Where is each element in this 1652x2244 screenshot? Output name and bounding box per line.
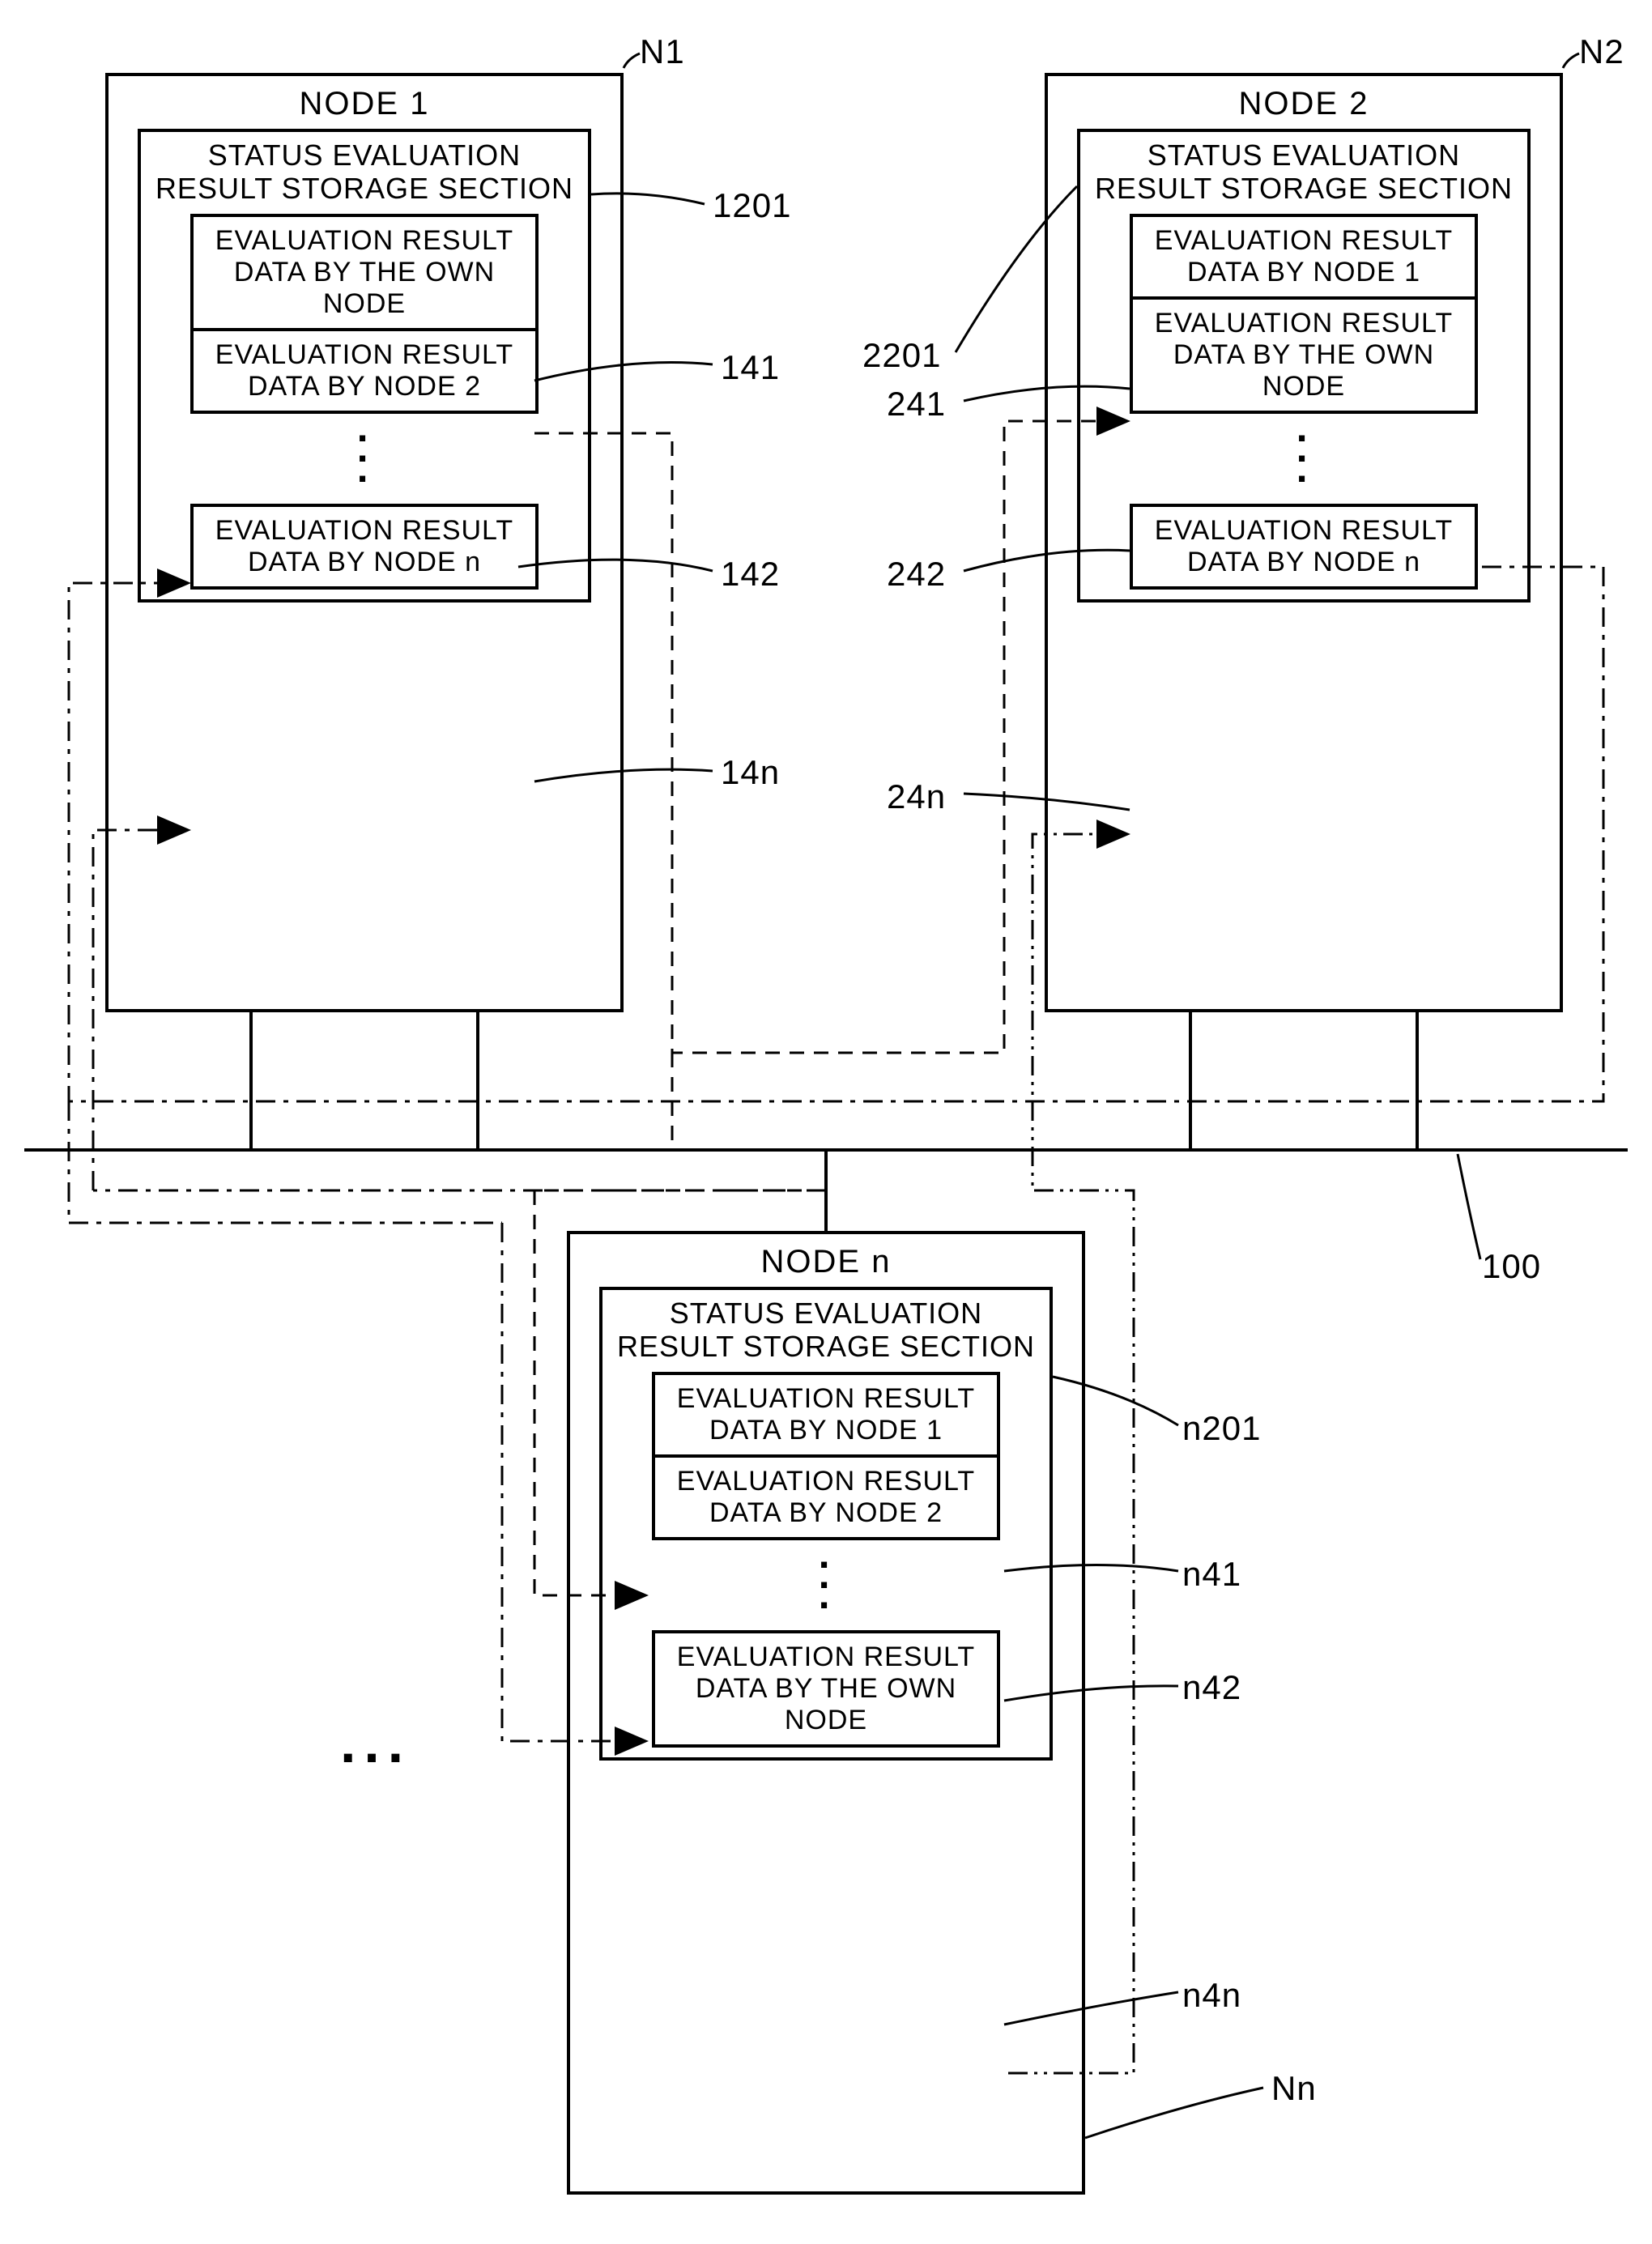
node-1-section-title: STATUS EVALUATION RESULT STORAGE SECTION (151, 138, 578, 206)
label-1201: 1201 (713, 186, 791, 225)
node-n-section: STATUS EVALUATION RESULT STORAGE SECTION… (599, 1287, 1053, 1761)
label-241: 241 (887, 385, 946, 424)
label-242: 242 (887, 555, 946, 594)
node-n-data-own: EVALUATION RESULT DATA BY THE OWN NODE (652, 1630, 1000, 1748)
label-100: 100 (1482, 1247, 1541, 1286)
node-2-section: STATUS EVALUATION RESULT STORAGE SECTION… (1077, 129, 1531, 603)
label-n201: n201 (1182, 1409, 1261, 1448)
label-142: 142 (721, 555, 780, 594)
label-n42: n42 (1182, 1668, 1241, 1707)
node-1-data-2: EVALUATION RESULT DATA BY NODE 2 (190, 328, 539, 414)
node-1-title: NODE 1 (109, 76, 620, 129)
vertical-dots-icon: ··· (1090, 414, 1518, 504)
label-2201: 2201 (862, 336, 941, 375)
node-2-data-own: EVALUATION RESULT DATA BY THE OWN NODE (1130, 296, 1478, 414)
label-n4n: n4n (1182, 1976, 1241, 2015)
node-n-data-1: EVALUATION RESULT DATA BY NODE 1 (652, 1372, 1000, 1458)
node-1-data-own: EVALUATION RESULT DATA BY THE OWN NODE (190, 214, 539, 331)
node-2-data-1: EVALUATION RESULT DATA BY NODE 1 (1130, 214, 1478, 300)
node-n-title: NODE n (570, 1234, 1082, 1287)
label-n2: N2 (1579, 32, 1624, 71)
label-24n: 24n (887, 777, 946, 816)
node-2-section-title: STATUS EVALUATION RESULT STORAGE SECTION (1090, 138, 1518, 206)
node-2: NODE 2 STATUS EVALUATION RESULT STORAGE … (1045, 73, 1563, 1012)
horizontal-dots-icon: ··· (340, 1725, 411, 1790)
node-2-data-n: EVALUATION RESULT DATA BY NODE n (1130, 504, 1478, 590)
label-n1: N1 (640, 32, 685, 71)
node-1-data-n: EVALUATION RESULT DATA BY NODE n (190, 504, 539, 590)
label-nn: Nn (1271, 2069, 1317, 2108)
node-n: NODE n STATUS EVALUATION RESULT STORAGE … (567, 1231, 1085, 2195)
label-141: 141 (721, 348, 780, 387)
node-n-data-2: EVALUATION RESULT DATA BY NODE 2 (652, 1454, 1000, 1540)
node-2-title: NODE 2 (1048, 76, 1560, 129)
node-1-section: STATUS EVALUATION RESULT STORAGE SECTION… (138, 129, 591, 603)
label-14n: 14n (721, 753, 780, 792)
node-1: NODE 1 STATUS EVALUATION RESULT STORAGE … (105, 73, 624, 1012)
node-n-section-title: STATUS EVALUATION RESULT STORAGE SECTION (612, 1297, 1040, 1364)
diagram-canvas: NODE 1 STATUS EVALUATION RESULT STORAGE … (0, 0, 1652, 2244)
vertical-dots-icon: ··· (612, 1540, 1040, 1630)
vertical-dots-icon: ··· (151, 414, 578, 504)
label-n41: n41 (1182, 1555, 1241, 1594)
